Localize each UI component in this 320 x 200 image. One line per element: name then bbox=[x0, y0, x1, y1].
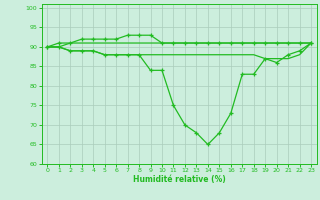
X-axis label: Humidité relative (%): Humidité relative (%) bbox=[133, 175, 226, 184]
